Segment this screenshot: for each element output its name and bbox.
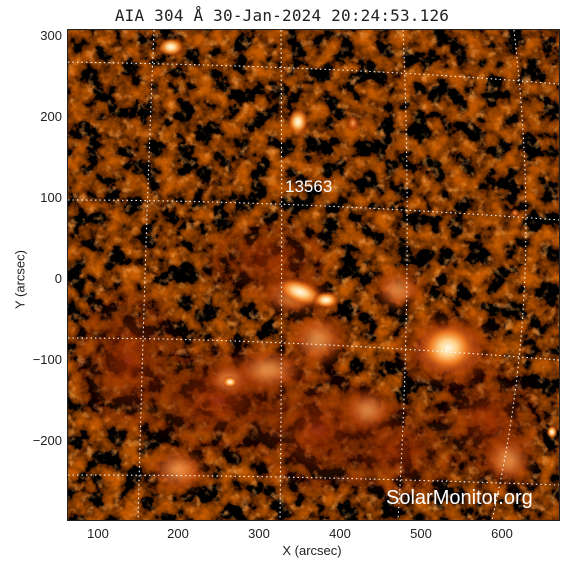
solarmonitor-watermark: SolarMonitor.org (386, 487, 533, 509)
y-tick-label: −200 (32, 433, 62, 448)
y-tick-label: 300 (40, 28, 62, 43)
y-tick-label: 0 (54, 271, 62, 286)
x-tick-label: 400 (329, 526, 351, 541)
region-number-label: 13563 (285, 177, 333, 196)
y-axis-title: Y (arcsec) (12, 250, 28, 309)
solar-surface-image (68, 30, 559, 520)
y-tick-label: 100 (40, 190, 62, 205)
y-tick-label: 200 (40, 109, 62, 124)
x-tick-label: 200 (167, 526, 189, 541)
heliographic-grid (68, 30, 559, 520)
solar-image-panel (67, 29, 560, 521)
x-tick-label: 300 (248, 526, 270, 541)
x-tick-label: 600 (491, 526, 513, 541)
active-region-cores (157, 37, 558, 439)
x-tick-label: 500 (410, 526, 432, 541)
image-title: AIA 304 Å 30-Jan-2024 20:24:53.126 (114, 6, 450, 25)
x-axis-title: X (arcsec) (282, 543, 342, 558)
y-tick-label: −100 (32, 352, 62, 367)
x-tick-label: 100 (87, 526, 109, 541)
